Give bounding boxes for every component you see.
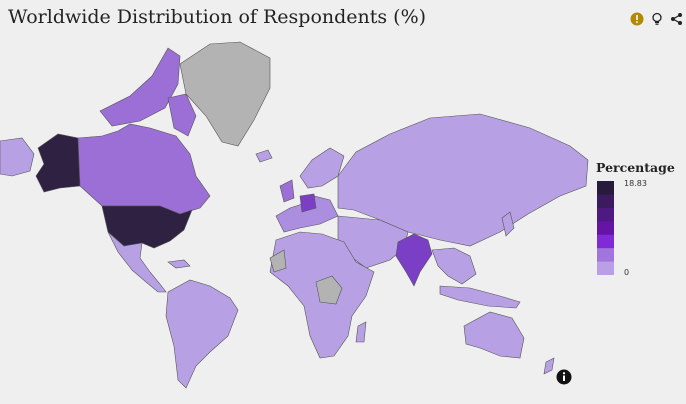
page-title: Worldwide Distribution of Respondents (%… bbox=[8, 6, 427, 28]
legend-swatch bbox=[597, 221, 614, 236]
region-scandinavia[interactable] bbox=[299, 147, 345, 189]
legend-swatch bbox=[597, 234, 614, 249]
region-australia[interactable] bbox=[463, 311, 525, 359]
region-japan[interactable] bbox=[501, 211, 515, 237]
info-icon[interactable] bbox=[556, 369, 572, 385]
region-baffin[interactable] bbox=[167, 93, 197, 137]
region-new-zealand[interactable] bbox=[543, 357, 555, 375]
region-canada[interactable] bbox=[77, 123, 211, 215]
region-india[interactable] bbox=[395, 233, 433, 287]
legend-max-label: 18.83 bbox=[624, 179, 647, 188]
legend-swatch bbox=[597, 181, 614, 195]
region-alaska[interactable] bbox=[35, 133, 81, 193]
region-canada-arctic[interactable] bbox=[99, 47, 181, 127]
region-mexico[interactable] bbox=[107, 231, 167, 293]
region-united-kingdom[interactable] bbox=[279, 179, 295, 203]
region-germany[interactable] bbox=[299, 193, 317, 213]
share-icon[interactable] bbox=[670, 12, 684, 26]
world-map[interactable] bbox=[0, 36, 590, 396]
region-south-america[interactable] bbox=[165, 279, 239, 389]
legend-swatch bbox=[597, 261, 614, 275]
legend-swatch bbox=[597, 194, 614, 209]
region-western-sahara[interactable] bbox=[269, 249, 287, 273]
region-indonesia[interactable] bbox=[439, 285, 521, 309]
region-western-europe[interactable] bbox=[275, 195, 339, 233]
legend-swatch bbox=[597, 207, 614, 222]
region-greenland[interactable] bbox=[179, 41, 271, 147]
region-chukotka[interactable] bbox=[0, 137, 35, 177]
region-madagascar[interactable] bbox=[355, 321, 367, 343]
region-iceland[interactable] bbox=[255, 149, 273, 163]
alert-icon[interactable] bbox=[630, 12, 644, 26]
region-central-africa[interactable] bbox=[315, 275, 343, 305]
toolbar bbox=[630, 12, 684, 26]
legend-color-bar bbox=[597, 181, 614, 275]
region-southeast-asia[interactable] bbox=[431, 247, 477, 285]
legend-title: Percentage bbox=[596, 160, 675, 175]
region-caribbean[interactable] bbox=[167, 259, 191, 269]
map-legend: Percentage 18.83 0 bbox=[596, 160, 686, 277]
legend-swatch bbox=[597, 248, 614, 263]
legend-min-label: 0 bbox=[624, 268, 630, 277]
lightbulb-icon[interactable] bbox=[650, 12, 664, 26]
